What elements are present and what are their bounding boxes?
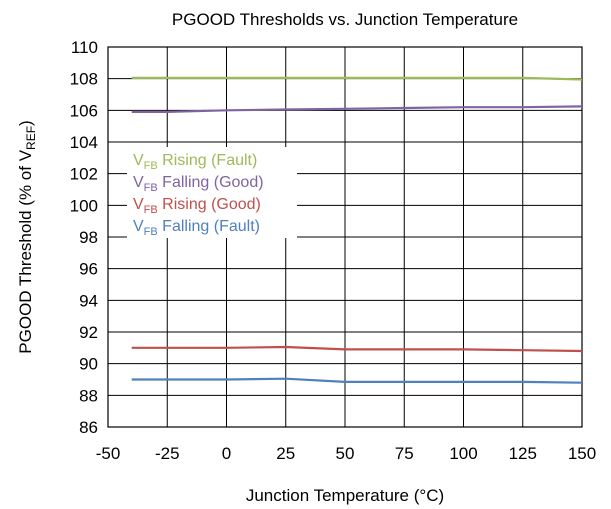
x-tick-label-1: -25 <box>155 444 180 463</box>
series-line-2 <box>131 345 583 353</box>
y-tick-label-8: 102 <box>70 165 98 184</box>
legend-entry-sub: FB <box>144 160 158 172</box>
x-tick-label-6: 100 <box>449 444 477 463</box>
y-tick-label-5: 96 <box>79 260 98 279</box>
y-axis-label-tail: ) <box>16 120 35 126</box>
y-tick-label-4: 94 <box>79 291 98 310</box>
y-tick-label-7: 100 <box>70 196 98 215</box>
y-tick-label-6: 98 <box>79 228 98 247</box>
x-tick-label-0: -50 <box>96 444 121 463</box>
y-tick-label-12: 110 <box>71 38 98 57</box>
y-tick-label-1: 88 <box>79 386 98 405</box>
series-line-0 <box>131 76 583 81</box>
x-tick-label-4: 50 <box>336 444 355 463</box>
y-tick-labels: 86 88 90 92 94 96 98 100 102 104 106 108 110 <box>70 38 98 437</box>
x-tick-label-8: 150 <box>568 444 596 463</box>
legend-entry-main: V <box>133 174 144 191</box>
y-tick-label-10: 106 <box>70 101 98 120</box>
legend-entry-0: VFB Rising (Fault) <box>133 152 257 172</box>
x-tick-labels: -50 -25 0 25 50 75 100 125 150 <box>96 444 596 463</box>
series-lines <box>131 76 583 384</box>
legend-entry-label: Falling (Fault) <box>158 218 260 235</box>
legend-entry-sub: FB <box>144 182 158 194</box>
y-axis-label-main: PGOOD Threshold (% of V <box>16 149 35 353</box>
x-tick-label-3: 25 <box>276 444 295 463</box>
series-line-1 <box>131 105 583 114</box>
y-tick-label-9: 104 <box>70 133 98 152</box>
y-tick-label-11: 108 <box>70 70 98 89</box>
legend-entry-label: Falling (Good) <box>158 174 264 191</box>
legend: VFB Rising (Fault)VFB Falling (Good)VFB … <box>127 147 297 238</box>
y-axis-label: PGOOD Threshold (% of VREF) <box>16 120 38 353</box>
y-tick-label-0: 86 <box>79 418 98 437</box>
chart-title: PGOOD Thresholds vs. Junction Temperatur… <box>172 10 518 29</box>
legend-entry-label: Rising (Fault) <box>158 152 258 169</box>
series-line-3 <box>131 377 583 384</box>
legend-entry-label: Rising (Good) <box>158 196 261 213</box>
x-tick-label-5: 75 <box>395 444 414 463</box>
legend-entry-1: VFB Falling (Good) <box>133 174 264 194</box>
legend-entry-sub: FB <box>144 204 158 216</box>
x-tick-label-7: 125 <box>509 444 537 463</box>
legend-entry-main: V <box>133 196 144 213</box>
legend-entry-main: V <box>133 218 144 235</box>
legend-entry-3: VFB Falling (Fault) <box>133 218 260 238</box>
y-tick-label-2: 90 <box>79 355 98 374</box>
legend-box <box>127 147 297 238</box>
legend-entry-main: V <box>133 152 144 169</box>
legend-entry-2: VFB Rising (Good) <box>133 196 261 216</box>
y-axis-label-sub: REF <box>24 126 38 150</box>
legend-entry-sub: FB <box>144 226 158 238</box>
plot-frame <box>107 46 583 428</box>
x-tick-label-2: 0 <box>222 444 231 463</box>
y-tick-label-3: 92 <box>79 323 98 342</box>
x-axis-label: Junction Temperature (°C) <box>246 486 444 505</box>
